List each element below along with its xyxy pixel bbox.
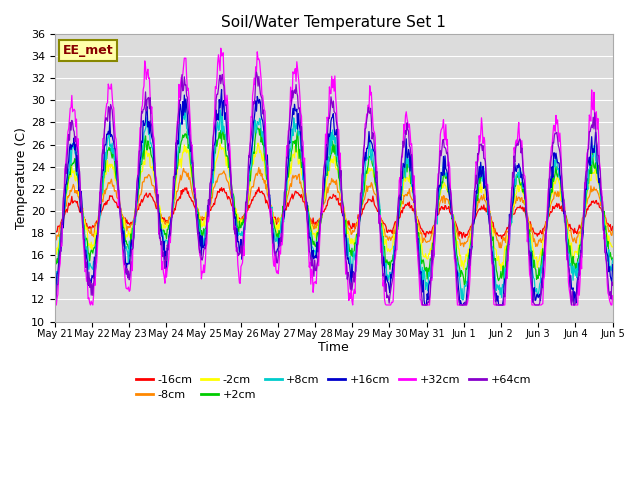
Y-axis label: Temperature (C): Temperature (C) <box>15 127 28 228</box>
Title: Soil/Water Temperature Set 1: Soil/Water Temperature Set 1 <box>221 15 446 30</box>
-16cm <box>419 228 426 234</box>
Legend: -16cm, -8cm, -2cm, +2cm, +8cm, +16cm, +32cm, +64cm: -16cm, -8cm, -2cm, +2cm, +8cm, +16cm, +3… <box>132 370 536 405</box>
+64cm <box>253 69 260 75</box>
Line: +32cm: +32cm <box>55 48 612 305</box>
-2cm <box>61 201 68 207</box>
+16cm <box>52 302 60 308</box>
+2cm <box>205 211 212 216</box>
+64cm <box>419 302 426 308</box>
-2cm <box>497 267 505 273</box>
-2cm <box>254 140 262 146</box>
+2cm <box>461 282 468 288</box>
+8cm <box>205 207 213 213</box>
+64cm <box>403 132 410 137</box>
+64cm <box>51 302 59 308</box>
-2cm <box>51 251 59 256</box>
+2cm <box>609 255 616 261</box>
+8cm <box>609 257 616 263</box>
-2cm <box>118 215 126 221</box>
-2cm <box>419 251 426 257</box>
-8cm <box>419 240 426 245</box>
+64cm <box>175 107 183 112</box>
+16cm <box>403 154 411 160</box>
-8cm <box>609 228 616 234</box>
+64cm <box>61 181 68 187</box>
+8cm <box>459 297 467 303</box>
+16cm <box>176 106 184 112</box>
Line: +2cm: +2cm <box>55 125 612 285</box>
-16cm <box>61 211 68 217</box>
-16cm <box>403 203 410 208</box>
+32cm <box>419 302 426 308</box>
+16cm <box>419 277 427 283</box>
-8cm <box>403 192 410 197</box>
+16cm <box>51 267 59 273</box>
+8cm <box>419 264 426 270</box>
+32cm <box>51 302 59 308</box>
+8cm <box>61 206 68 212</box>
+2cm <box>403 159 410 165</box>
-8cm <box>118 215 126 220</box>
+32cm <box>403 109 410 115</box>
-8cm <box>61 207 68 213</box>
+2cm <box>118 215 126 221</box>
+2cm <box>419 257 426 263</box>
-16cm <box>498 236 506 241</box>
-16cm <box>51 229 59 235</box>
-2cm <box>609 244 616 250</box>
-8cm <box>205 207 212 213</box>
-2cm <box>205 209 212 215</box>
Line: +8cm: +8cm <box>55 109 612 300</box>
-8cm <box>497 245 505 251</box>
+64cm <box>609 282 616 288</box>
-2cm <box>403 175 410 180</box>
-16cm <box>118 212 126 217</box>
+2cm <box>61 200 68 206</box>
+64cm <box>118 239 126 244</box>
+16cm <box>218 86 225 92</box>
+32cm <box>175 82 183 87</box>
+32cm <box>205 218 212 224</box>
-2cm <box>175 162 183 168</box>
+2cm <box>51 263 59 268</box>
X-axis label: Time: Time <box>318 341 349 354</box>
+16cm <box>62 181 70 187</box>
-8cm <box>255 165 262 170</box>
+16cm <box>119 243 127 249</box>
+8cm <box>403 149 410 155</box>
+16cm <box>205 202 213 208</box>
-16cm <box>255 184 262 190</box>
Line: -2cm: -2cm <box>55 143 612 270</box>
Line: -16cm: -16cm <box>55 187 612 239</box>
+32cm <box>118 237 126 243</box>
-16cm <box>175 196 183 202</box>
-8cm <box>175 181 183 187</box>
Text: EE_met: EE_met <box>63 44 114 57</box>
+32cm <box>217 45 225 51</box>
+32cm <box>609 293 616 299</box>
+32cm <box>61 167 68 173</box>
+16cm <box>609 262 616 267</box>
+64cm <box>205 197 212 203</box>
+8cm <box>181 107 189 112</box>
+8cm <box>118 226 126 231</box>
+8cm <box>51 285 59 290</box>
+2cm <box>175 144 183 150</box>
-16cm <box>205 209 212 215</box>
Line: +16cm: +16cm <box>55 89 612 305</box>
Line: +64cm: +64cm <box>55 72 612 305</box>
-16cm <box>609 224 616 229</box>
-8cm <box>51 238 59 244</box>
+8cm <box>175 144 183 150</box>
Line: -8cm: -8cm <box>55 168 612 248</box>
+2cm <box>218 122 226 128</box>
